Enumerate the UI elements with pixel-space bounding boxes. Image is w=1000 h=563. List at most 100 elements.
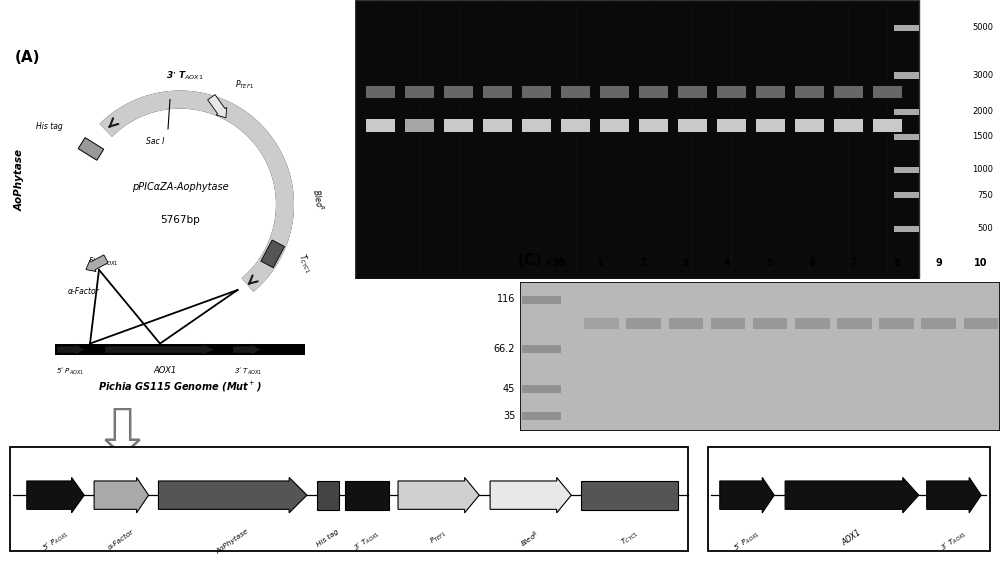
- Text: 3’ T$_{AOX1}$: 3’ T$_{AOX1}$: [166, 69, 204, 82]
- FancyArrow shape: [490, 477, 571, 513]
- Bar: [717, 86, 746, 98]
- Bar: [921, 318, 956, 329]
- Bar: [756, 119, 785, 132]
- Text: 2000: 2000: [973, 107, 994, 116]
- Text: His tag: His tag: [36, 122, 62, 131]
- Bar: [795, 86, 824, 98]
- Text: 5’ P$_{AOX1}$: 5’ P$_{AOX1}$: [56, 365, 84, 377]
- Text: α-Factor: α-Factor: [68, 287, 100, 296]
- Text: 5767bp: 5767bp: [160, 215, 200, 225]
- Text: 5: 5: [766, 258, 773, 268]
- FancyArrow shape: [208, 95, 227, 118]
- Bar: [894, 167, 919, 173]
- Text: pPICαZA-Aophytase: pPICαZA-Aophytase: [132, 182, 228, 191]
- Text: 7: 7: [851, 258, 857, 268]
- Bar: [317, 481, 339, 510]
- Bar: [581, 481, 678, 510]
- Text: T$_{CYC1}$: T$_{CYC1}$: [619, 528, 641, 548]
- FancyArrow shape: [86, 255, 108, 271]
- Text: (A): (A): [15, 50, 40, 65]
- FancyArrow shape: [720, 477, 774, 513]
- Text: 3: 3: [682, 258, 688, 268]
- Bar: [483, 119, 512, 132]
- Bar: [522, 296, 561, 304]
- Bar: [756, 86, 785, 98]
- Bar: [964, 318, 998, 329]
- Text: 3’ T$_{AOX1}$: 3’ T$_{AOX1}$: [352, 528, 382, 554]
- Bar: [78, 137, 104, 160]
- Text: 5’ P$_{AOX1}$: 5’ P$_{AOX1}$: [40, 528, 71, 554]
- Bar: [894, 109, 919, 115]
- Bar: [834, 86, 863, 98]
- Bar: [483, 86, 512, 98]
- Bar: [753, 318, 787, 329]
- Bar: [10, 446, 688, 551]
- Bar: [626, 318, 661, 329]
- Bar: [522, 412, 561, 420]
- Bar: [561, 86, 590, 98]
- Bar: [639, 119, 668, 132]
- Bar: [678, 86, 707, 98]
- Text: 45: 45: [503, 384, 515, 394]
- Bar: [894, 226, 919, 232]
- Text: 35: 35: [503, 411, 515, 421]
- Bar: [795, 119, 824, 132]
- Bar: [894, 73, 919, 79]
- Text: 10: 10: [974, 258, 988, 268]
- Bar: [522, 86, 551, 98]
- FancyArrow shape: [105, 409, 140, 455]
- Text: 8: 8: [893, 258, 900, 268]
- Bar: [894, 193, 919, 198]
- Text: 3’ T$_{AOX1}$: 3’ T$_{AOX1}$: [939, 528, 969, 554]
- Bar: [669, 318, 703, 329]
- Text: Pichia GS115 Genome (Mut$^+$): Pichia GS115 Genome (Mut$^+$): [98, 379, 262, 394]
- Bar: [837, 318, 872, 329]
- Bar: [55, 344, 305, 355]
- Bar: [345, 481, 389, 510]
- FancyArrow shape: [105, 344, 215, 355]
- Bar: [522, 345, 561, 353]
- Text: 5000: 5000: [973, 24, 994, 32]
- Bar: [708, 446, 990, 551]
- Text: 6: 6: [808, 258, 815, 268]
- Bar: [873, 119, 902, 132]
- Text: 3’ T$_{AOX1}$: 3’ T$_{AOX1}$: [234, 365, 262, 377]
- Text: AOX1: AOX1: [153, 365, 177, 374]
- Text: 3000: 3000: [972, 71, 994, 80]
- FancyArrow shape: [233, 344, 261, 355]
- Bar: [355, 0, 919, 279]
- FancyArrow shape: [158, 477, 307, 513]
- Text: Bleo$^R$: Bleo$^R$: [310, 187, 326, 212]
- Bar: [405, 86, 434, 98]
- Text: P$_{TEF1}$: P$_{TEF1}$: [428, 528, 449, 547]
- Bar: [894, 134, 919, 140]
- Bar: [834, 119, 863, 132]
- Bar: [444, 86, 473, 98]
- Text: Bleo$^R$: Bleo$^R$: [519, 528, 543, 549]
- Text: 116: 116: [497, 294, 515, 305]
- Bar: [678, 119, 707, 132]
- Bar: [366, 119, 395, 132]
- Text: 9: 9: [935, 258, 942, 268]
- Text: 5’ P$_{AOX1}$: 5’ P$_{AOX1}$: [732, 528, 762, 554]
- Text: 4: 4: [724, 258, 731, 268]
- Bar: [894, 25, 919, 31]
- Bar: [522, 385, 561, 394]
- Bar: [795, 318, 830, 329]
- FancyArrow shape: [94, 477, 149, 513]
- Text: KDa: KDa: [546, 258, 566, 268]
- Bar: [873, 86, 902, 98]
- Text: α-Factor: α-Factor: [107, 528, 135, 551]
- Bar: [639, 86, 668, 98]
- FancyArrow shape: [57, 344, 85, 355]
- Text: AoPhytase: AoPhytase: [215, 528, 250, 555]
- Text: AOX1: AOX1: [841, 528, 863, 548]
- Text: AoPhytase: AoPhytase: [15, 149, 25, 211]
- FancyArrow shape: [398, 477, 479, 513]
- Text: 66.2: 66.2: [494, 343, 515, 354]
- Text: 500: 500: [978, 224, 994, 233]
- Bar: [879, 318, 914, 329]
- Bar: [717, 119, 746, 132]
- Bar: [522, 119, 551, 132]
- Bar: [561, 119, 590, 132]
